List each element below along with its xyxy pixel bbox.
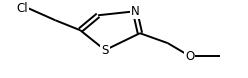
Text: N: N [131,5,139,18]
Text: Cl: Cl [17,2,29,15]
Text: S: S [101,44,109,57]
Text: O: O [185,50,194,63]
